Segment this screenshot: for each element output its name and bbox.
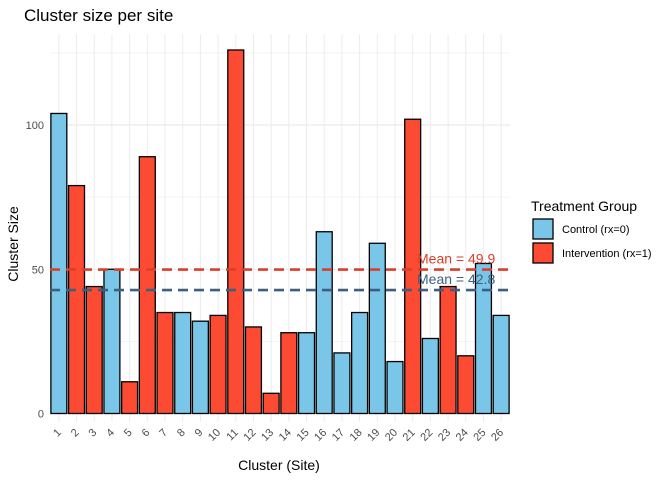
legend-items: Control (rx=0) Intervention (rx=1): [532, 218, 652, 264]
bar-7: [156, 311, 174, 415]
x-tick-labels: 1 2 3 4 5 6 7 8 9 10 11 12 13 14 15 16 17 18 19 20 21 22 23 24 2…: [51, 427, 506, 444]
bar-1: [50, 112, 68, 415]
bar-20: [386, 360, 404, 415]
x-tick-label: 22: [418, 427, 435, 444]
chart-title: Cluster size per site: [24, 6, 173, 25]
x-tick-label: 2: [69, 427, 82, 440]
bar-3: [85, 285, 103, 415]
x-tick-label: 20: [383, 427, 400, 444]
legend-title: Treatment Group: [531, 198, 637, 214]
x-tick-label: 1: [51, 427, 64, 440]
bar-10: [209, 314, 227, 415]
bar-23: [439, 285, 457, 415]
x-tick-label: 19: [365, 427, 382, 444]
legend-label-intervention: Intervention (rx=1): [562, 248, 652, 260]
bar-14: [280, 332, 298, 415]
bar-5: [121, 381, 139, 415]
x-tick-label: 6: [140, 427, 153, 440]
legend-label-control: Control (rx=0): [562, 224, 630, 236]
x-tick-label: 3: [87, 427, 100, 440]
x-tick-label: 5: [122, 427, 135, 440]
x-tick-label: 11: [224, 427, 241, 444]
x-tick-label: 13: [259, 427, 276, 444]
bar-21: [404, 118, 422, 415]
x-tick-label: 4: [104, 427, 117, 440]
legend-swatch-intervention: [532, 242, 554, 264]
bar-24: [457, 355, 475, 415]
bar-6: [138, 156, 156, 415]
x-tick-label: 24: [454, 427, 471, 444]
x-tick-label: 10: [206, 427, 223, 444]
x-tick-label: 7: [157, 427, 170, 440]
x-tick-label: 14: [277, 427, 294, 444]
x-tick-label: 18: [348, 427, 365, 444]
bar-15: [297, 332, 316, 415]
bar-2: [67, 184, 86, 415]
bar-17: [333, 352, 351, 415]
bars: [50, 49, 510, 415]
x-tick-label: 23: [436, 427, 453, 444]
x-tick-label: 16: [312, 427, 329, 444]
bar-25: [474, 262, 493, 415]
x-tick-label: 21: [401, 427, 418, 444]
bar-19: [368, 242, 386, 415]
y-tick-label: 0: [38, 409, 44, 421]
x-tick-label: 9: [193, 427, 206, 440]
x-tick-label: 26: [489, 427, 506, 444]
bar-13: [262, 392, 280, 415]
bar-12: [244, 326, 263, 415]
x-axis-title: Cluster (Site): [238, 457, 320, 473]
legend-swatch-control: [532, 218, 554, 240]
legend: Treatment Group Control (rx=0) Interventi…: [531, 198, 652, 264]
bar-9: [191, 320, 209, 415]
bar-26: [492, 314, 510, 415]
mean-label: Mean = 42.8: [417, 271, 495, 287]
y-tick-labels: 0 50 100: [26, 120, 44, 421]
mean-label: Mean = 49.9: [417, 251, 495, 267]
y-tick-label: 100: [26, 120, 44, 132]
reference-lines: Mean = 49.9 Mean = 42.8: [50, 251, 510, 292]
bar-22: [421, 337, 439, 415]
y-tick-label: 50: [32, 264, 44, 276]
bar-11: [227, 49, 245, 415]
x-tick-label: 12: [241, 427, 258, 444]
bar-4: [103, 268, 121, 415]
x-tick-label: 8: [175, 427, 188, 440]
x-tick-label: 25: [471, 427, 488, 444]
x-tick-label: 15: [295, 427, 312, 444]
bar-18: [351, 311, 369, 415]
bar-16: [315, 231, 333, 415]
y-axis-title: Cluster Size: [5, 206, 21, 282]
bar-8: [174, 311, 192, 415]
x-tick-label: 17: [330, 427, 347, 444]
